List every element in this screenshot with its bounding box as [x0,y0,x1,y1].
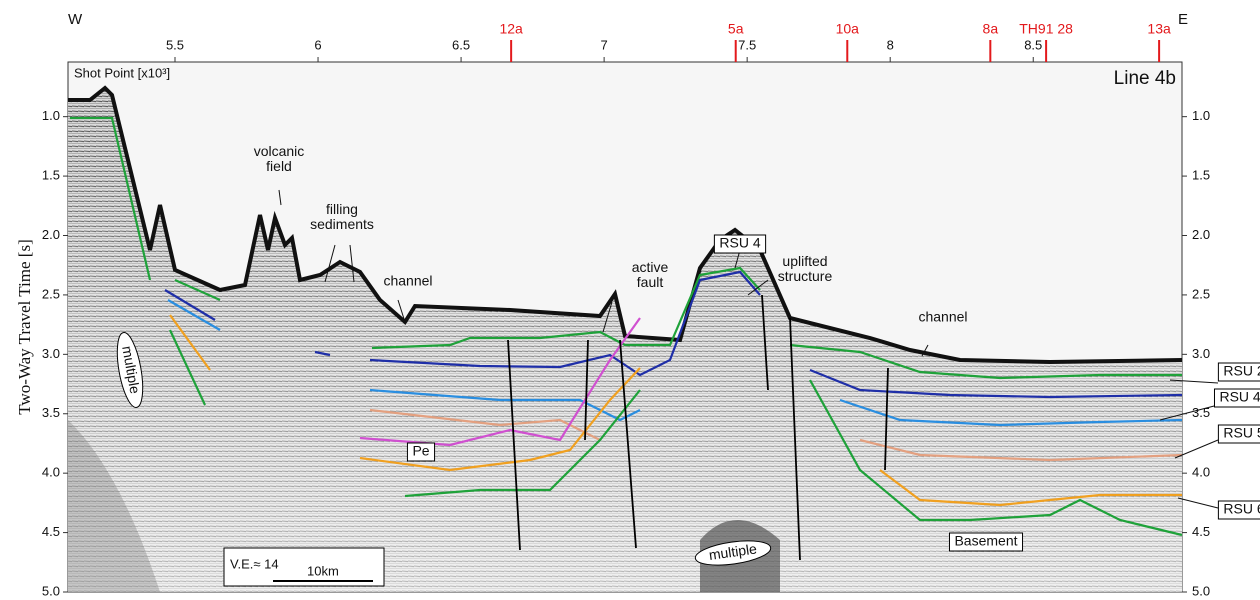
crossing-line-label: 13a [1147,21,1171,37]
annotation-text: volcanic [254,143,305,159]
y-tick-label: 2.5 [1192,286,1210,301]
west-label: W [68,11,83,28]
annotation: Basement [948,532,1024,552]
scale-label: 10km [307,563,339,578]
y-tick-label: 3.0 [1192,346,1210,361]
x-tick-label: 7 [600,37,607,52]
y-tick-label: 2.5 [42,286,60,301]
annotation-box [1217,424,1260,444]
annotation: RSU 2 [1217,362,1260,382]
x-tick-label: 5.5 [166,37,184,52]
x-tick-label: 8 [887,37,894,52]
annotation: RSU 4 [713,234,767,254]
crossing-line-label: 12a [499,21,523,37]
annotation: RSU 6 [1217,500,1260,520]
annotation-box [713,234,767,254]
y-tick-label: 3.0 [42,346,60,361]
x-tick-label: 6.5 [452,37,470,52]
annotation-box [948,532,1024,552]
crossing-line-label: 5a [728,21,744,37]
y-tick-label: 3.5 [42,405,60,420]
annotation-text: Basement [954,533,1017,549]
annotation-text: sediments [310,216,374,232]
line-name: Line 4b [1114,68,1176,89]
annotation: RSU 4a [1213,388,1260,408]
annotation-box [1217,362,1260,382]
annotation-text: RSU 4 [719,235,760,251]
annotation: channel [383,273,432,289]
y-tick-label: 1.5 [1192,168,1210,183]
annotation: multiple [694,540,772,566]
east-label: E [1178,11,1188,28]
y-tick-label: 5.0 [42,583,60,598]
y-tick-label: 5.0 [1192,583,1210,598]
annotation: channel [918,309,967,325]
crossing-line-label: 10a [836,21,860,37]
annotation-text: channel [918,309,967,325]
annotation: RSU 5 [1217,424,1260,444]
annotation-text: channel [383,273,432,289]
crossing-line-label: 8a [983,21,999,37]
y-axis-label: Two-Way Travel Time [s] [15,239,34,414]
crossing-line-label: TH91 28 [1019,21,1073,37]
annotation-box [1213,388,1260,408]
annotation-box [406,442,436,462]
y-tick-label: 4.5 [42,524,60,539]
x-tick-label: 7.5 [738,37,756,52]
annotation: Pe [406,442,436,462]
annotation-text: multiple [708,540,758,563]
scale-box [223,547,385,587]
annotation-text: RSU 6 [1223,501,1260,517]
annotation-text: filling [326,201,358,217]
annotation-text: structure [778,268,833,284]
y-tick-label: 2.0 [42,227,60,242]
y-tick-label: 1.0 [1192,108,1210,123]
ve-label: V.E.≈ 14 [230,556,279,571]
annotation-text: RSU 2 [1223,363,1260,379]
annotation-oval [116,332,144,408]
annotation-box [1217,500,1260,520]
annotation-text: field [266,158,292,174]
y-tick-label: 2.0 [1192,227,1210,242]
annotation-text: uplifted [782,253,827,269]
annotation-oval [694,540,772,566]
leader-lines [278,189,1219,509]
y-tick-label: 3.5 [1192,405,1210,420]
y-tick-label: 4.0 [1192,465,1210,480]
annotation-text: RSU 4a [1219,389,1260,405]
annotation-text: Pe [412,443,429,459]
annotation-text: RSU 5 [1223,425,1260,441]
y-tick-label: 1.0 [42,108,60,123]
y-tick-label: 4.5 [1192,524,1210,539]
faults [507,294,889,561]
x-tick-label: 6 [314,37,321,52]
x-tick-label: 8.5 [1024,37,1042,52]
annotation-text: active [632,259,669,275]
y-tick-label: 4.0 [42,465,60,480]
y-tick-label: 1.5 [42,168,60,183]
annotation-text: fault [637,274,664,290]
horizons [70,116,1183,537]
x-axis-label: Shot Point [x10³] [74,65,170,80]
